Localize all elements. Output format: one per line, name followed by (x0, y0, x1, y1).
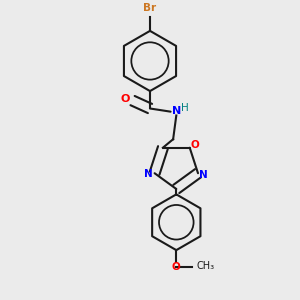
Text: N: N (199, 170, 208, 180)
Text: N: N (172, 106, 181, 116)
Text: H: H (181, 103, 189, 113)
Text: O: O (190, 140, 199, 149)
Text: O: O (121, 94, 130, 104)
Text: O: O (172, 262, 181, 272)
Text: Br: Br (143, 3, 157, 14)
Text: N: N (144, 169, 153, 179)
Text: CH₃: CH₃ (197, 261, 215, 271)
